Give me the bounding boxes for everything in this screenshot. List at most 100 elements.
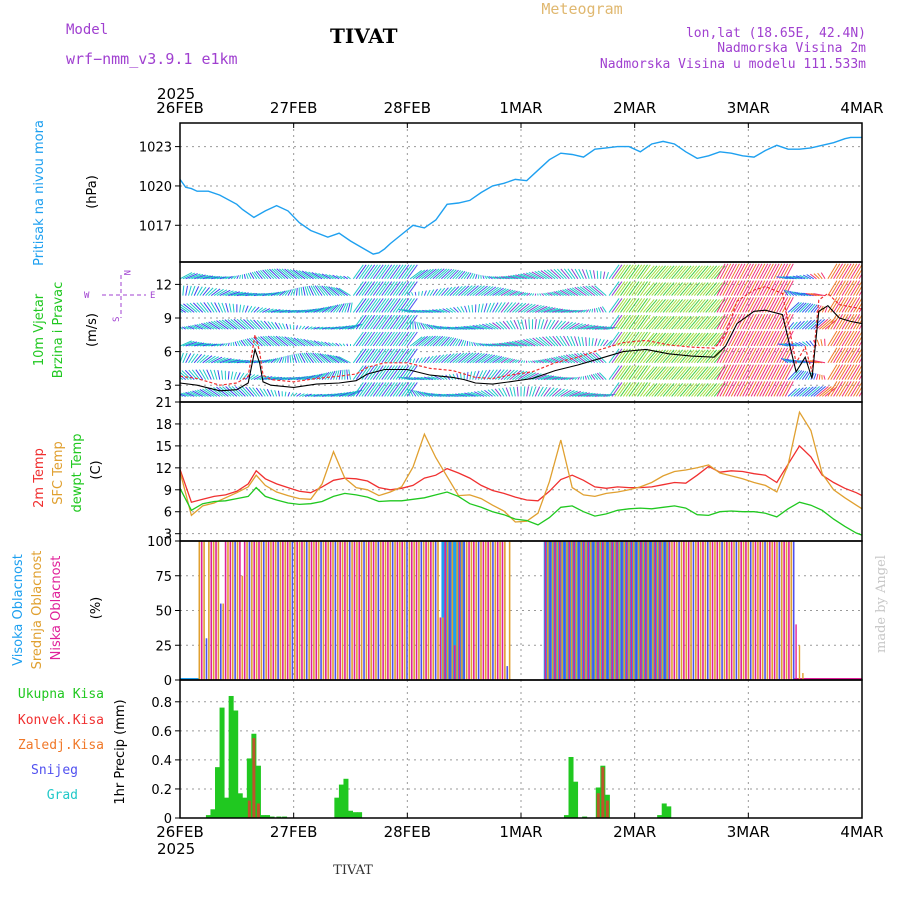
- wind-barb: [634, 314, 646, 330]
- wind-barb: [804, 303, 814, 313]
- wind-barb: [770, 313, 780, 330]
- wind-barb: [651, 332, 664, 347]
- dewpt-ylabel: dewpt Temp: [70, 433, 85, 512]
- wind-barb: [194, 324, 203, 330]
- wind-barb: [551, 357, 562, 364]
- wind-barb: [793, 302, 805, 313]
- wind-barb: [463, 340, 467, 347]
- wind-barb: [847, 364, 858, 380]
- wind-barb: [352, 281, 364, 296]
- wind-barb: [316, 326, 324, 330]
- time-label-top: 4MAR: [840, 99, 883, 117]
- wind-barb: [241, 386, 252, 397]
- wind-barb: [438, 268, 450, 280]
- wind-barb: [696, 299, 709, 313]
- wind-barb: [563, 309, 573, 313]
- wind-barb: [300, 287, 303, 296]
- wind-barb: [401, 382, 413, 397]
- wind-barb: [205, 321, 218, 330]
- wind-barb: [449, 269, 459, 280]
- wind-barb: [574, 353, 587, 364]
- wind-barb: [719, 313, 729, 330]
- wind-barb: [580, 324, 593, 330]
- wind-barb: [358, 314, 370, 330]
- wind-barb: [747, 330, 757, 347]
- wind-barb: [853, 347, 862, 364]
- wind-barb: [705, 349, 718, 364]
- wind-barb: [601, 306, 607, 313]
- wind-barb: [398, 281, 410, 296]
- wind-barb: [181, 370, 192, 380]
- wind-barb: [566, 390, 578, 397]
- wind-barb: [855, 352, 862, 364]
- wind-barb: [733, 347, 743, 364]
- wind-barb: [622, 331, 634, 347]
- wind-barb: [497, 356, 507, 364]
- wind-barb: [267, 292, 277, 297]
- wind-barb: [455, 338, 461, 347]
- wind-barb: [248, 386, 258, 397]
- wind-barb: [560, 377, 568, 381]
- wind-barb: [364, 365, 376, 380]
- wind-barb: [820, 272, 826, 280]
- wind-barb: [728, 381, 737, 397]
- wind-barb: [490, 276, 496, 280]
- wind-barb: [566, 322, 577, 330]
- wind-barb: [767, 330, 777, 347]
- wind-barb: [541, 293, 545, 296]
- wind-barb: [469, 325, 482, 330]
- wind-barb: [631, 298, 643, 313]
- wind-barb: [467, 305, 471, 313]
- wind-barb: [312, 352, 323, 364]
- wind-barb: [634, 281, 646, 296]
- wind-barb: [838, 280, 849, 296]
- wind-barb: [554, 308, 566, 313]
- wind-barb: [352, 382, 364, 397]
- wind-barb: [745, 330, 754, 347]
- wind-barb: [750, 347, 760, 364]
- wind-barb: [517, 303, 530, 313]
- wind-barb: [589, 393, 601, 397]
- wind-barb: [608, 365, 620, 380]
- wind-barb: [503, 357, 511, 364]
- wind-barb: [662, 299, 675, 313]
- wind-barb: [255, 336, 266, 347]
- wind-barb: [662, 349, 675, 364]
- wind-barb: [319, 285, 329, 296]
- wind-barb: [645, 299, 658, 313]
- wind-barb: [236, 318, 249, 330]
- wind-barb: [794, 291, 803, 297]
- wind-barb: [535, 337, 547, 347]
- wind-barb: [691, 265, 703, 280]
- wind-barb: [598, 372, 607, 380]
- wind-barb: [853, 314, 862, 330]
- wind-barb: [204, 388, 218, 397]
- wind-barb: [318, 306, 330, 313]
- wind-barb: [784, 297, 794, 313]
- wind-barb: [767, 280, 777, 296]
- wind-barb: [350, 302, 353, 313]
- wind-barb: [691, 315, 703, 330]
- wind-barb: [858, 273, 862, 280]
- wind-barb: [611, 348, 623, 364]
- wind-barb: [753, 280, 763, 296]
- wind-barb: [668, 299, 681, 313]
- wind-barb: [222, 276, 229, 280]
- wind-barb: [625, 348, 637, 364]
- wind-barb: [688, 265, 701, 280]
- wind-barb: [463, 285, 476, 296]
- wind-barb: [696, 366, 709, 380]
- wind-barb: [387, 348, 398, 364]
- wind-barb: [844, 313, 855, 330]
- wind-barb: [539, 293, 542, 296]
- wind-barb: [827, 330, 838, 347]
- wind-barb: [574, 391, 588, 397]
- wind-barb: [225, 358, 238, 364]
- wind-barb: [847, 263, 858, 280]
- wind-barb: [576, 353, 590, 364]
- wind-barb: [355, 348, 367, 364]
- wind-barb: [335, 355, 348, 364]
- wind-barb: [594, 326, 607, 330]
- wind-barb: [236, 360, 249, 364]
- wind-barb: [543, 292, 547, 296]
